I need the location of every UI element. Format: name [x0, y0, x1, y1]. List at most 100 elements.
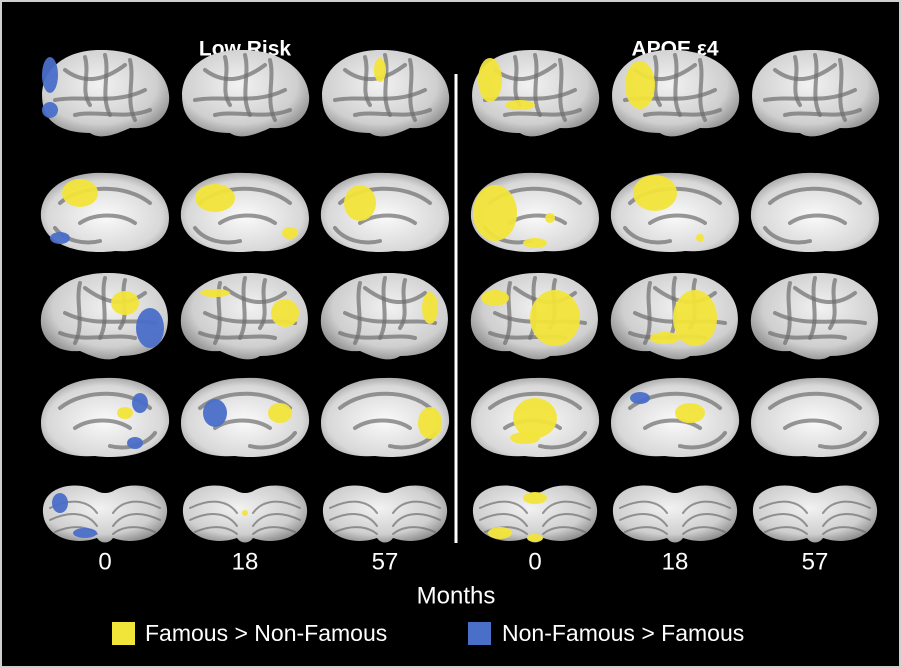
legend-label: Non-Famous > Famous	[502, 620, 744, 646]
brain	[41, 377, 170, 458]
activation	[673, 290, 717, 346]
brain-view	[611, 377, 740, 458]
brain	[322, 485, 448, 543]
activation	[523, 492, 547, 504]
brain-surface	[752, 485, 878, 543]
activation	[418, 407, 442, 439]
sulcus	[698, 58, 707, 122]
sulcus	[223, 286, 287, 305]
sulcus	[378, 276, 387, 340]
sulcus	[193, 88, 287, 102]
sulcus	[623, 226, 672, 245]
activation	[478, 58, 502, 102]
sulcus	[203, 63, 267, 82]
activation	[52, 493, 68, 513]
sulcus	[768, 186, 862, 205]
legend-swatch	[112, 622, 135, 645]
activation	[271, 299, 299, 327]
month-label: 0	[98, 548, 111, 575]
sulcus	[392, 500, 441, 514]
brain	[322, 49, 450, 137]
brain	[42, 485, 168, 543]
sulcus	[783, 281, 792, 345]
sulcus	[53, 226, 102, 245]
brain	[752, 49, 880, 137]
sulcus	[619, 500, 668, 514]
sulcus	[783, 418, 842, 430]
brain	[612, 485, 738, 543]
sulcus	[189, 512, 238, 527]
activation	[344, 185, 376, 221]
activation	[675, 403, 705, 423]
brain	[751, 377, 880, 458]
sulcus	[398, 278, 407, 330]
sulcus	[112, 512, 161, 527]
sulcus	[682, 500, 731, 514]
sulcus	[252, 512, 301, 527]
month-label: 57	[372, 548, 399, 575]
brain	[180, 272, 308, 360]
sulcus	[112, 526, 156, 535]
sulcus	[353, 418, 412, 430]
activation	[242, 510, 248, 516]
activation	[111, 291, 139, 315]
sulcus	[542, 500, 591, 514]
activation	[630, 392, 650, 404]
sulcus	[759, 500, 808, 514]
brain-grid	[40, 49, 880, 543]
sulcus	[542, 512, 591, 527]
brain	[182, 485, 308, 543]
sulcus	[238, 276, 247, 340]
sulcus	[558, 58, 567, 122]
activation	[696, 234, 704, 242]
sulcus	[773, 311, 867, 325]
sulcus	[333, 88, 427, 102]
sulcus	[538, 431, 587, 450]
axis-label: Months	[417, 582, 496, 609]
brain-view	[42, 49, 170, 137]
sulcus	[392, 526, 436, 535]
sulcus	[49, 512, 98, 527]
brain-view	[41, 377, 170, 458]
brain	[472, 49, 600, 137]
sulcus	[334, 526, 378, 535]
sulcus	[73, 281, 82, 345]
brain-surface	[751, 377, 880, 458]
brain	[750, 172, 879, 253]
sulcus	[358, 213, 417, 225]
sulcus	[479, 512, 528, 527]
brain	[750, 272, 878, 360]
brain	[181, 377, 310, 458]
sulcus	[682, 512, 731, 527]
sulcus	[764, 526, 808, 535]
activation	[195, 184, 235, 212]
month-label: 18	[662, 548, 689, 575]
brain	[472, 485, 598, 543]
legend-label: Famous > Non-Famous	[145, 620, 387, 646]
brain-view	[750, 272, 878, 360]
activation	[136, 308, 164, 348]
brain-surface	[42, 485, 168, 543]
sulcus	[673, 53, 682, 117]
sulcus	[189, 500, 238, 514]
brain-view	[181, 377, 310, 458]
sulcus	[333, 226, 382, 245]
activation	[523, 238, 547, 248]
sulcus	[408, 58, 417, 122]
activation	[42, 102, 58, 118]
sulcus	[112, 500, 161, 514]
brain	[320, 272, 448, 360]
sulcus	[353, 281, 362, 345]
brain-view	[182, 49, 310, 137]
activation	[132, 393, 148, 413]
activation	[50, 232, 70, 244]
sulcus	[53, 88, 147, 102]
sulcus	[763, 226, 812, 245]
sulcus	[363, 286, 427, 305]
sulcus	[383, 53, 392, 117]
activation	[282, 227, 298, 239]
brain-view	[321, 377, 450, 458]
sulcus	[793, 286, 857, 305]
sulcus	[78, 213, 137, 225]
